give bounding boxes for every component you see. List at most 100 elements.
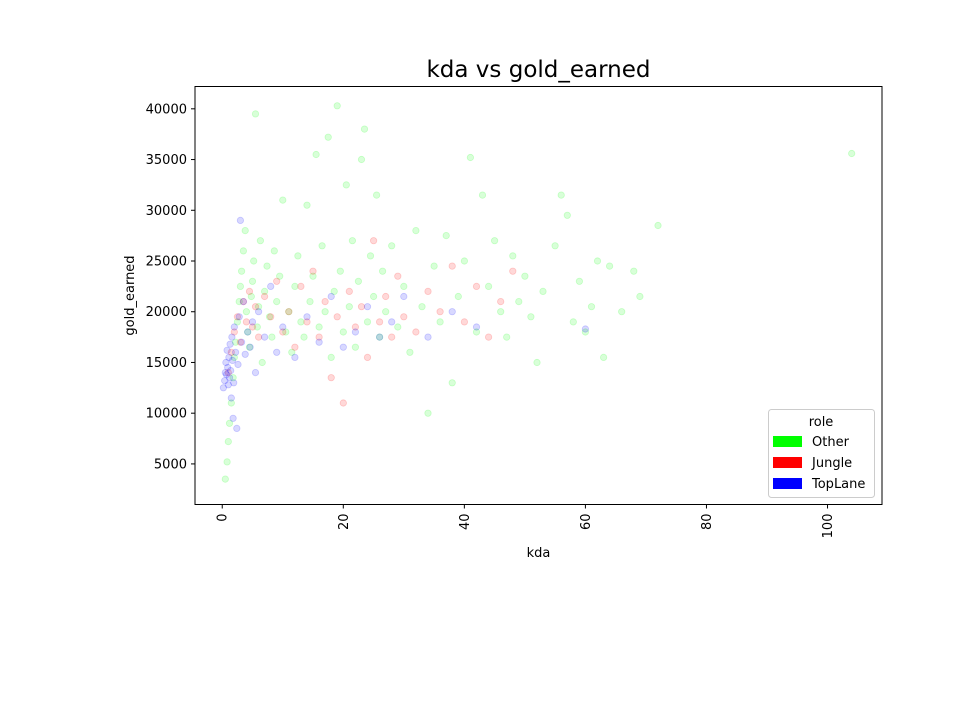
data-point [250,257,258,265]
data-point [424,409,432,417]
data-point [260,333,269,341]
data-point [267,313,275,321]
data-point [223,458,231,466]
data-point [630,267,638,275]
data-point [497,308,505,316]
data-point [472,282,481,290]
data-point [436,308,444,316]
data-point [268,333,276,341]
data-point [297,282,305,290]
data-point [375,333,384,341]
data-point [236,282,244,290]
data-point [258,358,266,367]
data-point [239,297,247,306]
data-point [336,267,344,275]
data-point [466,153,474,162]
data-point [242,308,250,316]
data-point [224,437,232,446]
data-point [333,102,341,110]
data-point [228,356,237,364]
data-point [351,328,359,336]
data-point [575,277,584,285]
data-point [244,328,252,336]
data-point [472,323,481,331]
data-point [339,399,347,407]
legend-swatch-jungle [773,457,802,468]
data-point [224,381,232,389]
data-point [309,272,317,280]
data-point [229,414,237,422]
data-point [436,318,444,326]
data-point [236,338,244,346]
data-point [342,181,350,189]
data-point [363,353,372,361]
data-point [238,338,246,346]
data-point [333,313,341,321]
data-point [285,308,293,316]
legend-box [768,409,875,498]
data-point [256,237,264,245]
data-point [448,379,456,387]
data-point [241,227,249,235]
data-point [227,366,235,375]
data-point [587,303,596,311]
data-point [279,323,287,331]
data-point [460,257,468,265]
legend-swatch-toplane [773,478,802,489]
legend: role Other Jungle TopLane [768,409,875,498]
data-point [238,267,246,275]
x-tick-label: 20 [337,514,352,531]
data-point [251,368,260,377]
data-point [248,318,257,326]
data-point [509,267,517,275]
data-point [363,303,372,311]
data-point [484,333,493,341]
data-point [369,237,378,245]
data-point [233,313,241,321]
y-tick-label: 30000 [146,204,187,219]
data-point [539,287,547,295]
legend-label-toplane: TopLane [811,477,865,492]
data-point [327,374,335,382]
data-point [260,292,269,301]
data-point [288,348,296,356]
data-point [248,277,257,285]
data-point [265,313,274,321]
data-point [503,333,511,341]
data-point [255,333,263,341]
data-point [315,338,323,346]
y-axis-label: gold_earned [123,255,138,335]
data-point [227,394,235,402]
data-point [569,318,577,326]
data-point [255,308,263,316]
data-point [354,277,362,285]
data-point [345,303,353,311]
data-point [454,292,462,301]
data-point [312,150,320,159]
data-point [321,308,329,316]
x-tick-label: 40 [458,514,473,531]
x-tick-label: 80 [700,514,715,531]
data-point [247,292,255,301]
data-point [388,318,396,326]
legend-title: role [809,415,834,430]
data-point [527,313,535,321]
y-tick-label: 5000 [154,457,187,472]
data-point [222,358,230,367]
data-point [235,297,243,306]
data-point [282,328,290,336]
data-point [235,313,243,321]
data-point [382,308,390,316]
data-point [303,201,311,209]
data-point [273,348,281,356]
data-point [224,363,232,372]
y-tick-label: 25000 [146,255,187,270]
data-point [273,277,281,285]
data-point [246,343,254,351]
y-tick-label: 10000 [146,407,187,422]
data-point [228,333,236,341]
data-point [251,303,260,311]
data-point [563,211,571,219]
data-point [424,333,432,341]
data-point [394,323,402,331]
